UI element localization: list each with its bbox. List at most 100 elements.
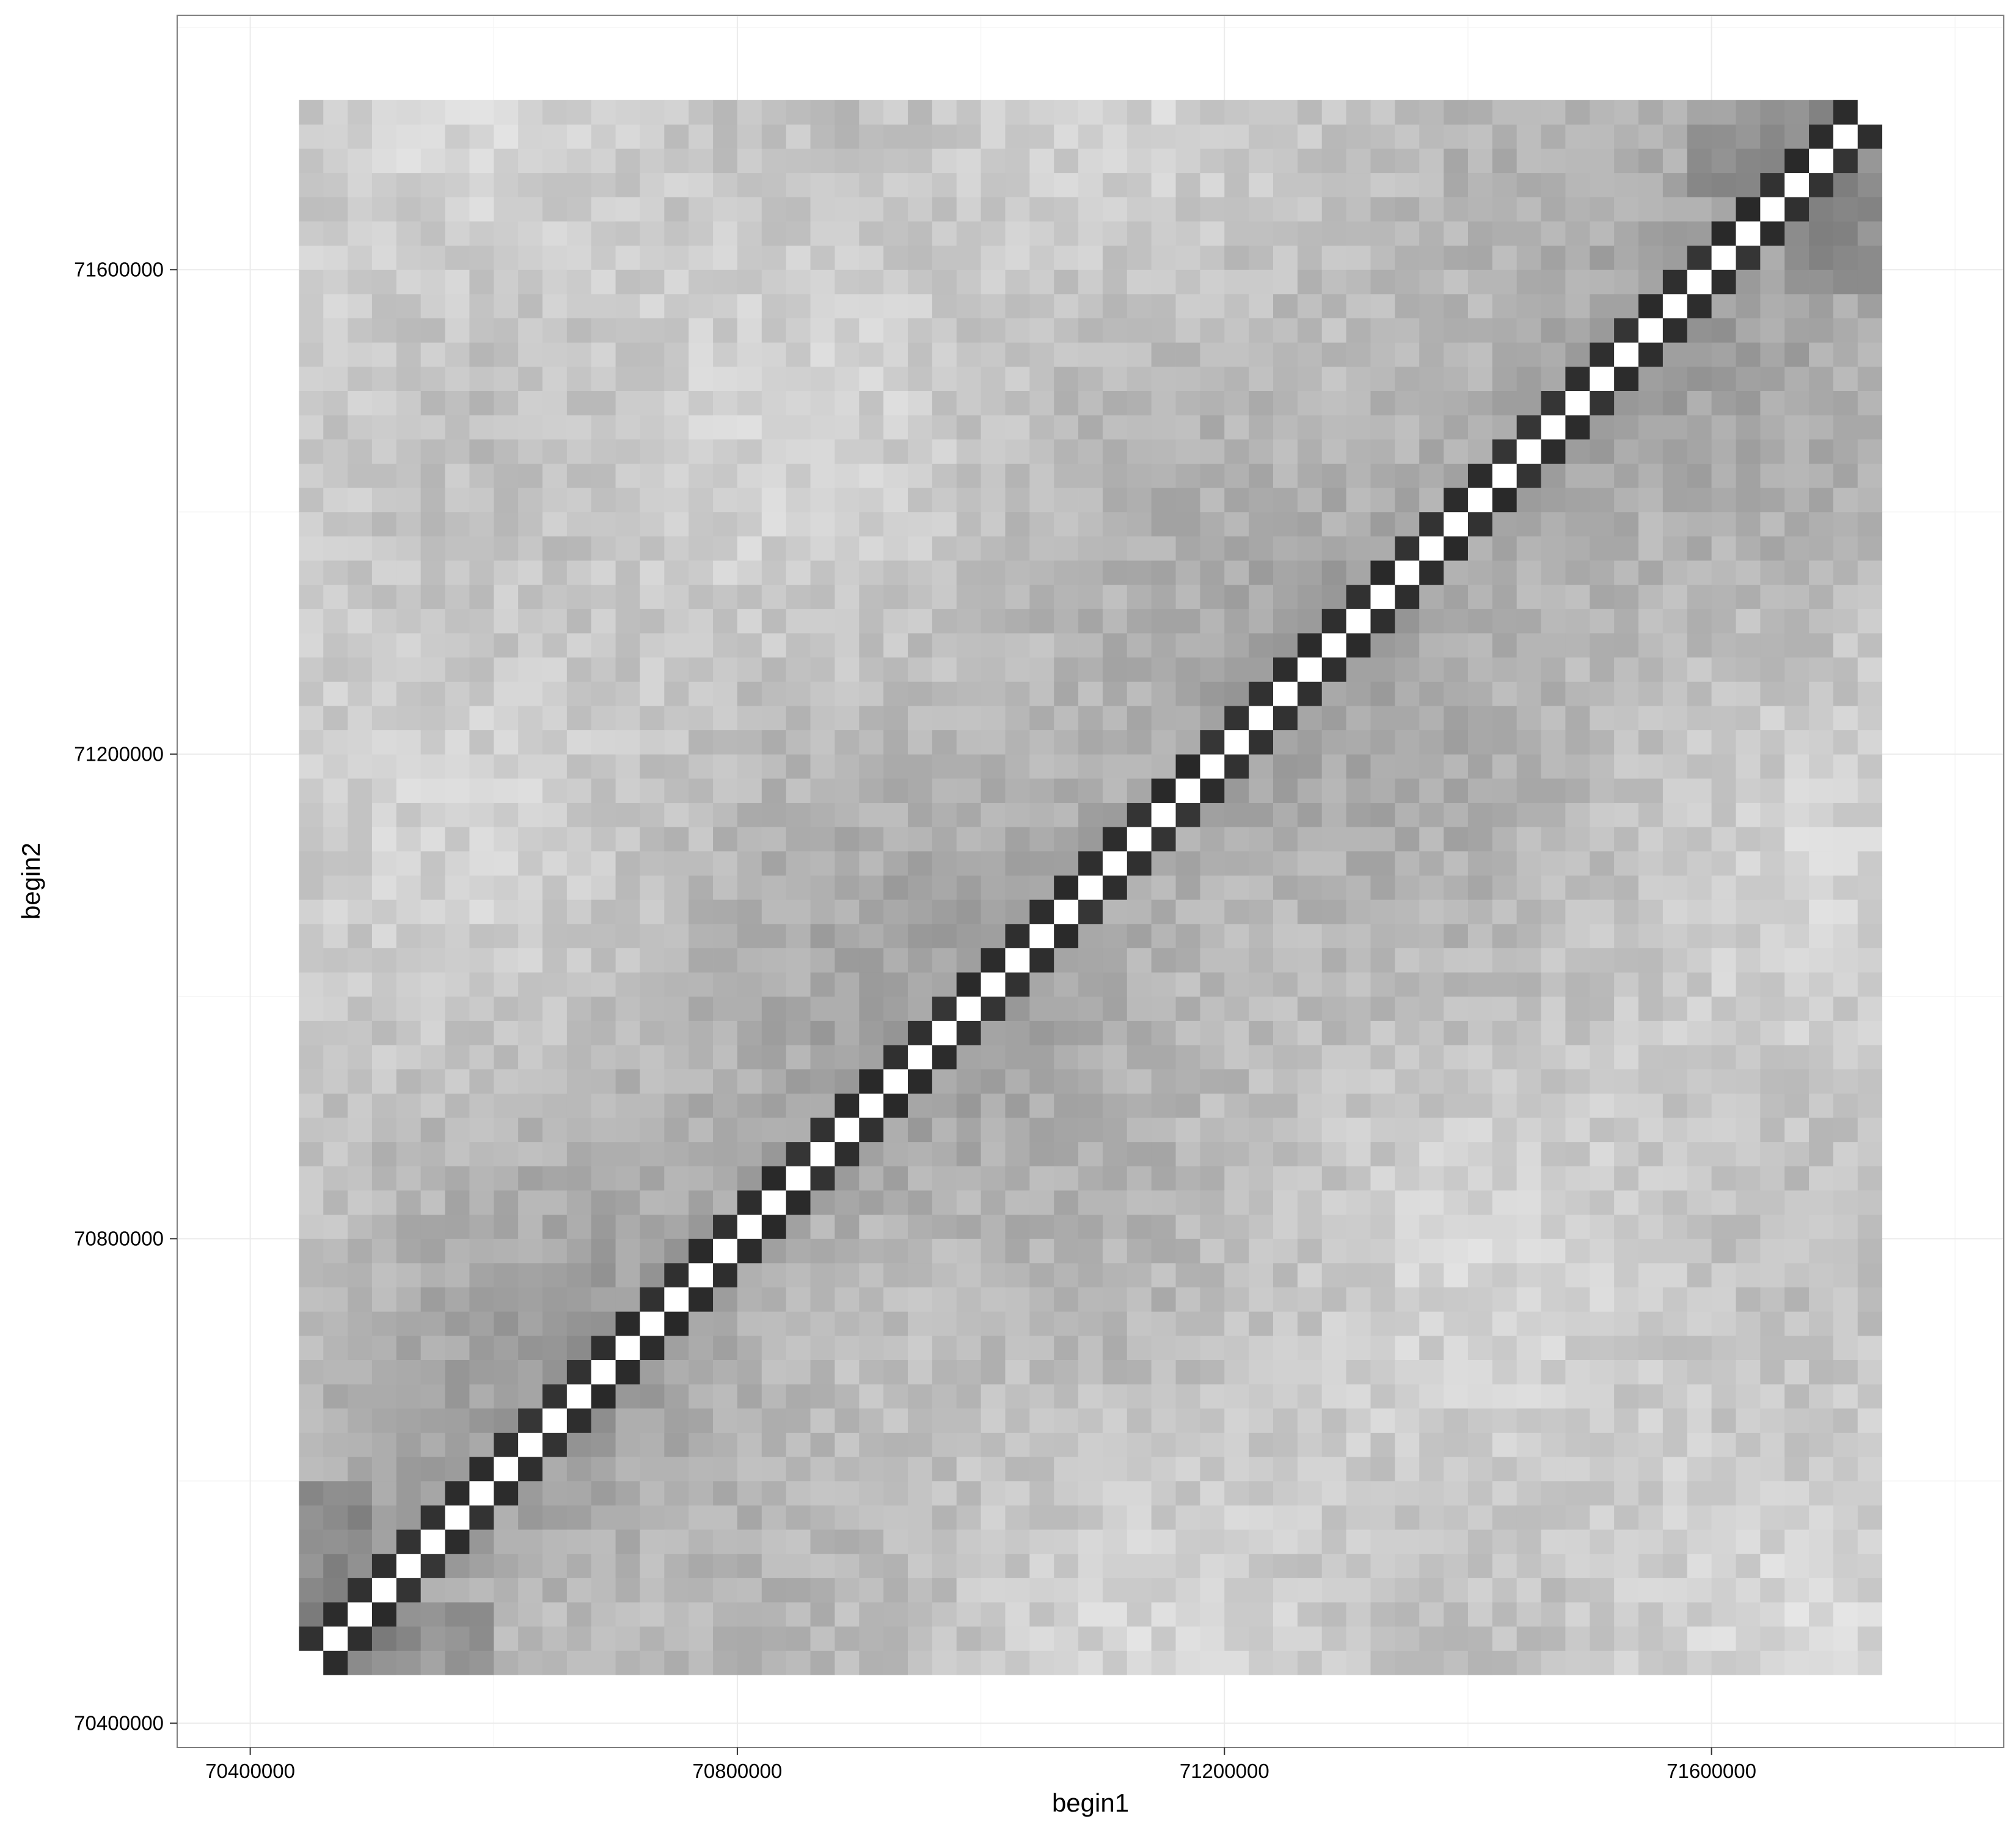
heatmap-cell (371, 972, 397, 997)
heatmap-cell (469, 609, 494, 634)
heatmap-cell (323, 1118, 348, 1143)
heatmap-cell (1419, 681, 1444, 706)
heatmap-cell (1395, 536, 1420, 561)
heatmap-cell (956, 463, 981, 488)
heatmap-cell (859, 439, 884, 464)
heatmap-cell (908, 657, 933, 682)
heatmap-cell (981, 1480, 1006, 1506)
heatmap-cell (542, 1384, 568, 1409)
heatmap-cell (420, 511, 445, 536)
heatmap-cell (1102, 1093, 1128, 1118)
heatmap-cell (1029, 293, 1054, 319)
heatmap-cell (1005, 754, 1030, 779)
heatmap-cell (1321, 730, 1346, 755)
heatmap-cell (908, 221, 933, 246)
heatmap-cell (1127, 1214, 1152, 1239)
heatmap-cell (566, 439, 592, 464)
heatmap-cell (323, 827, 348, 852)
heatmap-cell (1054, 827, 1079, 852)
heatmap-cell (371, 1602, 397, 1627)
heatmap-cell (956, 221, 981, 246)
heatmap-cell (348, 511, 373, 536)
heatmap-cell (1687, 148, 1712, 174)
heatmap-cell (1151, 899, 1176, 924)
heatmap-cell (883, 827, 908, 852)
heatmap-cell (445, 560, 470, 585)
heatmap-cell (1638, 730, 1664, 755)
heatmap-cell (1541, 584, 1566, 609)
heatmap-cell (1541, 124, 1566, 149)
heatmap-cell (1784, 1602, 1810, 1627)
heatmap-cell (1565, 269, 1590, 295)
heatmap-cell (786, 706, 811, 731)
heatmap-cell (1224, 706, 1249, 731)
heatmap-cell (1809, 1359, 1834, 1385)
heatmap-cell (1516, 342, 1541, 367)
heatmap-cell (445, 730, 470, 755)
heatmap-cell (1224, 1190, 1249, 1215)
heatmap-cell (1200, 221, 1225, 246)
heatmap-cell (640, 100, 665, 125)
heatmap-cell (1370, 269, 1395, 295)
heatmap-cell (1833, 415, 1858, 440)
heatmap-cell (1492, 1457, 1517, 1482)
heatmap-cell (810, 1335, 835, 1360)
heatmap-cell (494, 1045, 519, 1070)
heatmap-cell (1175, 536, 1200, 561)
heatmap-cell (1565, 948, 1590, 973)
heatmap-cell (786, 923, 811, 948)
heatmap-cell (1175, 1626, 1200, 1651)
heatmap-cell (371, 754, 397, 779)
heatmap-cell (664, 293, 689, 319)
heatmap-cell (1809, 875, 1834, 900)
heatmap-cell (1662, 1118, 1688, 1143)
heatmap-cell (1662, 245, 1688, 270)
heatmap-cell (1516, 511, 1541, 536)
heatmap-cell (1784, 875, 1810, 900)
heatmap-cell (1541, 1529, 1566, 1554)
heatmap-cell (371, 318, 397, 343)
heatmap-cell (1370, 609, 1395, 634)
heatmap-cell (469, 1311, 494, 1336)
heatmap-cell (542, 851, 568, 876)
heatmap-cell (1127, 439, 1152, 464)
heatmap-cell (835, 827, 860, 852)
heatmap-cell (1151, 778, 1176, 803)
heatmap-cell (1346, 560, 1371, 585)
heatmap-cell (1005, 560, 1030, 585)
heatmap-cell (1102, 1408, 1128, 1433)
heatmap-cell (1224, 875, 1249, 900)
heatmap-cell (932, 100, 957, 125)
heatmap-cell (1127, 1069, 1152, 1094)
heatmap-cell (1054, 511, 1079, 536)
heatmap-cell (932, 172, 957, 197)
heatmap-cell (1760, 511, 1785, 536)
heatmap-cell (1492, 1166, 1517, 1191)
heatmap-cell (1078, 730, 1103, 755)
heatmap-cell (348, 488, 373, 513)
heatmap-cell (542, 1335, 568, 1360)
heatmap-cell (713, 1093, 738, 1118)
heatmap-cell (1419, 415, 1444, 440)
heatmap-cell (859, 1020, 884, 1045)
heatmap-cell (1662, 172, 1688, 197)
heatmap-cell (1444, 754, 1469, 779)
heatmap-cell (1687, 1141, 1712, 1166)
heatmap-cell (1857, 584, 1883, 609)
heatmap-cell (615, 1166, 640, 1191)
heatmap-cell (1175, 1118, 1200, 1143)
heatmap-cell (1736, 269, 1761, 295)
heatmap-cell (469, 1578, 494, 1603)
heatmap-cell (615, 609, 640, 634)
heatmap-cell (1078, 1045, 1103, 1070)
heatmap-cell (1419, 1214, 1444, 1239)
heatmap-cell (1273, 706, 1298, 731)
heatmap-cell (981, 1602, 1006, 1627)
heatmap-cell (1833, 488, 1858, 513)
heatmap-cell (859, 1262, 884, 1288)
heatmap-cell (1127, 851, 1152, 876)
heatmap-cell (348, 1262, 373, 1288)
heatmap-cell (883, 1287, 908, 1312)
heatmap-cell (1516, 754, 1541, 779)
heatmap-cell (1297, 318, 1323, 343)
